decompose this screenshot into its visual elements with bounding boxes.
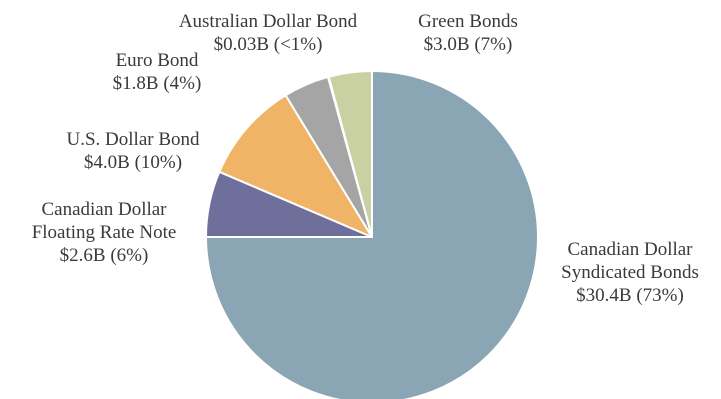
label-name: U.S. Dollar Bond bbox=[66, 129, 200, 150]
label-name-line-1: Canadian Dollar bbox=[567, 239, 693, 260]
label-name: Euro Bond bbox=[115, 50, 199, 71]
label-name-line-1: Canadian Dollar bbox=[41, 199, 167, 220]
label-value: $1.8B (4%) bbox=[112, 73, 202, 94]
label-us-dollar-bond: U.S. Dollar Bond $4.0B (10%) bbox=[48, 128, 218, 174]
label-canadian-dollar-syndicated-bonds: Canadian Dollar Syndicated Bonds $30.4B … bbox=[545, 238, 715, 307]
label-value: $2.6B (6%) bbox=[59, 245, 149, 266]
label-name: Green Bonds bbox=[418, 11, 518, 32]
label-euro-bond: Euro Bond $1.8B (4%) bbox=[92, 49, 222, 95]
pie-slice-canadian-dollar-syndicated-bonds bbox=[205, 70, 539, 399]
label-name-line-2: Syndicated Bonds bbox=[561, 262, 699, 283]
label-green-bonds: Green Bonds $3.0B (7%) bbox=[398, 10, 538, 56]
label-canadian-dollar-floating-rate-note: Canadian Dollar Floating Rate Note $2.6B… bbox=[8, 198, 200, 267]
label-australian-dollar-bond: Australian Dollar Bond $0.03B (<1%) bbox=[168, 10, 368, 56]
pie-slice-green-bonds bbox=[327, 70, 373, 238]
label-name: Australian Dollar Bond bbox=[178, 11, 358, 32]
label-name-line-2: Floating Rate Note bbox=[31, 222, 177, 243]
label-value: $30.4B (73%) bbox=[576, 285, 684, 306]
pie-slice-u-s-dollar-bond bbox=[218, 94, 373, 238]
label-value: $0.03B (<1%) bbox=[213, 34, 323, 55]
label-value: $4.0B (10%) bbox=[83, 152, 183, 173]
label-value: $3.0B (7%) bbox=[423, 34, 513, 55]
